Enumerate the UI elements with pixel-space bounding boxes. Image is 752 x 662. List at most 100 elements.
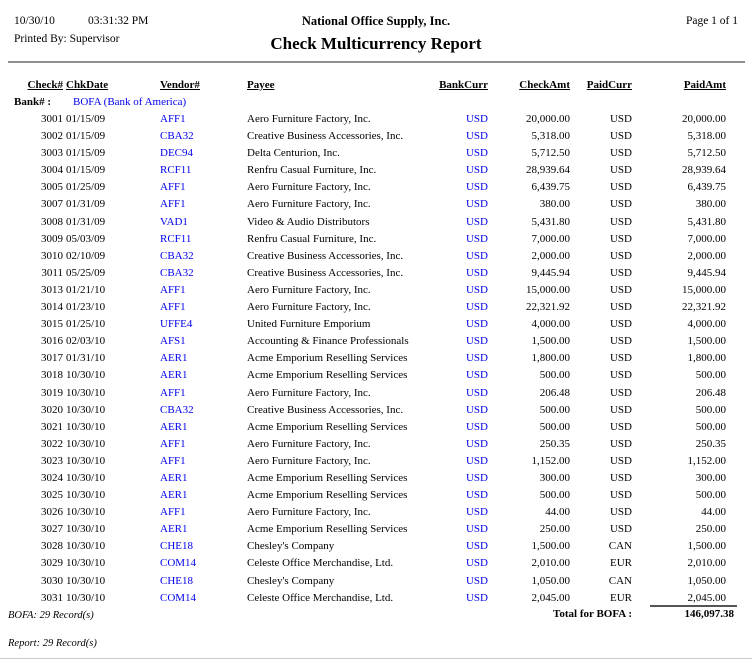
bank-currency[interactable]: USD: [428, 265, 488, 282]
check-date: 01/15/09: [63, 128, 157, 145]
paid-currency: USD: [570, 145, 632, 162]
bank-currency[interactable]: USD: [428, 385, 488, 402]
vendor-code[interactable]: AFF1: [157, 179, 247, 196]
paid-currency: USD: [570, 162, 632, 179]
bank-currency[interactable]: USD: [428, 231, 488, 248]
vendor-code[interactable]: AFF1: [157, 196, 247, 213]
check-number: 3001: [0, 111, 63, 128]
bank-currency[interactable]: USD: [428, 470, 488, 487]
bank-currency[interactable]: USD: [428, 162, 488, 179]
check-date: 10/30/10: [63, 470, 157, 487]
vendor-code[interactable]: AFF1: [157, 436, 247, 453]
bank-currency[interactable]: USD: [428, 436, 488, 453]
bank-record-count: BOFA: 29 Record(s): [8, 610, 94, 621]
total-label: Total for BOFA :: [553, 608, 632, 620]
vendor-code[interactable]: VAD1: [157, 214, 247, 231]
paid-amount: 9,445.94: [632, 265, 726, 282]
check-number: 3024: [0, 470, 63, 487]
paid-amount: 300.00: [632, 470, 726, 487]
bank-currency[interactable]: USD: [428, 573, 488, 590]
vendor-code[interactable]: RCF11: [157, 162, 247, 179]
check-number: 3021: [0, 419, 63, 436]
bank-currency[interactable]: USD: [428, 402, 488, 419]
payee-name: Acme Emporium Reselling Services: [247, 470, 428, 487]
vendor-code[interactable]: CBA32: [157, 402, 247, 419]
column-header-checkamt: CheckAmt: [488, 79, 570, 91]
vendor-code[interactable]: AFS1: [157, 333, 247, 350]
payee-name: Aero Furniture Factory, Inc.: [247, 504, 428, 521]
paid-amount: 1,050.00: [632, 573, 726, 590]
bank-currency[interactable]: USD: [428, 350, 488, 367]
payee-name: Celeste Office Merchandise, Ltd.: [247, 555, 428, 572]
table-row: 303110/30/10COM14Celeste Office Merchand…: [0, 590, 726, 607]
vendor-code[interactable]: COM14: [157, 590, 247, 607]
bank-currency[interactable]: USD: [428, 333, 488, 350]
vendor-code[interactable]: COM14: [157, 555, 247, 572]
bank-currency[interactable]: USD: [428, 214, 488, 231]
check-number: 3008: [0, 214, 63, 231]
bank-currency[interactable]: USD: [428, 453, 488, 470]
vendor-code[interactable]: AFF1: [157, 282, 247, 299]
vendor-code[interactable]: CBA32: [157, 248, 247, 265]
bank-currency[interactable]: USD: [428, 504, 488, 521]
check-date: 10/30/10: [63, 573, 157, 590]
check-date: 01/25/10: [63, 316, 157, 333]
bank-currency[interactable]: USD: [428, 521, 488, 538]
paid-amount: 4,000.00: [632, 316, 726, 333]
bank-group-value[interactable]: BOFA (Bank of America): [73, 96, 186, 108]
bank-currency[interactable]: USD: [428, 538, 488, 555]
check-number: 3016: [0, 333, 63, 350]
paid-amount: 5,431.80: [632, 214, 726, 231]
bank-currency[interactable]: USD: [428, 555, 488, 572]
bank-currency[interactable]: USD: [428, 487, 488, 504]
bank-currency[interactable]: USD: [428, 299, 488, 316]
payee-name: Aero Furniture Factory, Inc.: [247, 196, 428, 213]
vendor-code[interactable]: AER1: [157, 470, 247, 487]
bank-currency[interactable]: USD: [428, 179, 488, 196]
paid-currency: USD: [570, 248, 632, 265]
bank-currency[interactable]: USD: [428, 145, 488, 162]
vendor-code[interactable]: CHE18: [157, 573, 247, 590]
check-amount: 1,050.00: [488, 573, 570, 590]
bank-currency[interactable]: USD: [428, 316, 488, 333]
table-row: 302910/30/10COM14Celeste Office Merchand…: [0, 555, 726, 572]
vendor-code[interactable]: UFFE4: [157, 316, 247, 333]
vendor-code[interactable]: AER1: [157, 350, 247, 367]
vendor-code[interactable]: AER1: [157, 419, 247, 436]
check-number: 3020: [0, 402, 63, 419]
vendor-code[interactable]: AER1: [157, 521, 247, 538]
bank-currency[interactable]: USD: [428, 419, 488, 436]
vendor-code[interactable]: CHE18: [157, 538, 247, 555]
bank-currency[interactable]: USD: [428, 367, 488, 384]
table-row: 300301/15/09DEC94Delta Centurion, Inc.US…: [0, 145, 726, 162]
vendor-code[interactable]: AFF1: [157, 111, 247, 128]
vendor-code[interactable]: AER1: [157, 367, 247, 384]
vendor-code[interactable]: AER1: [157, 487, 247, 504]
vendor-code[interactable]: CBA32: [157, 128, 247, 145]
bank-currency[interactable]: USD: [428, 248, 488, 265]
vendor-code[interactable]: AFF1: [157, 504, 247, 521]
vendor-code[interactable]: DEC94: [157, 145, 247, 162]
vendor-code[interactable]: RCF11: [157, 231, 247, 248]
check-amount: 500.00: [488, 419, 570, 436]
paid-amount: 15,000.00: [632, 282, 726, 299]
bank-currency[interactable]: USD: [428, 111, 488, 128]
bank-currency[interactable]: USD: [428, 196, 488, 213]
check-number: 3003: [0, 145, 63, 162]
check-date: 01/31/09: [63, 214, 157, 231]
vendor-code[interactable]: AFF1: [157, 299, 247, 316]
vendor-code[interactable]: AFF1: [157, 385, 247, 402]
vendor-code[interactable]: AFF1: [157, 453, 247, 470]
check-number: 3002: [0, 128, 63, 145]
table-row: 301105/25/09CBA32Creative Business Acces…: [0, 265, 726, 282]
bank-currency[interactable]: USD: [428, 128, 488, 145]
check-number: 3023: [0, 453, 63, 470]
bank-currency[interactable]: USD: [428, 282, 488, 299]
bank-currency[interactable]: USD: [428, 590, 488, 607]
check-number: 3004: [0, 162, 63, 179]
check-number: 3027: [0, 521, 63, 538]
paid-amount: 20,000.00: [632, 111, 726, 128]
paid-amount: 1,500.00: [632, 538, 726, 555]
check-date: 01/21/10: [63, 282, 157, 299]
vendor-code[interactable]: CBA32: [157, 265, 247, 282]
